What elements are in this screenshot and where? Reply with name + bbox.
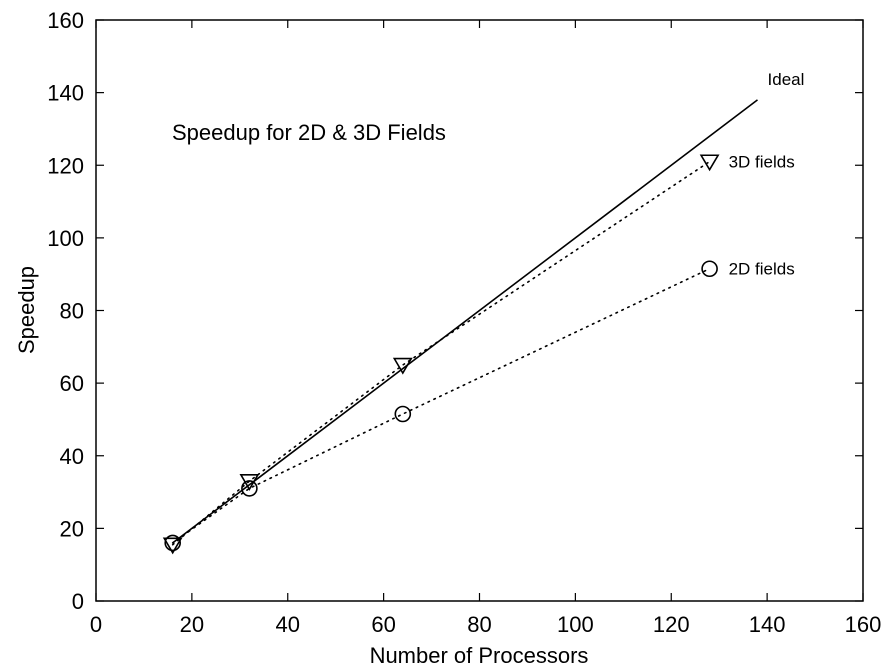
x-tick-label: 0 (90, 612, 102, 637)
point-2d-fields (701, 260, 718, 278)
y-axis-title: Speedup (14, 266, 39, 354)
series-label-3d-fields: 3D fields (729, 153, 795, 172)
axis-ticks (95, 19, 864, 602)
y-tick-label: 0 (72, 589, 84, 614)
x-tick-label: 20 (180, 612, 204, 637)
y-tick-label: 80 (60, 299, 84, 324)
marker-layer (162, 154, 720, 555)
y-tick-label: 40 (60, 444, 84, 469)
series-label-ideal: Ideal (768, 70, 805, 89)
y-tick-label: 20 (60, 516, 84, 541)
x-tick-label: 40 (276, 612, 300, 637)
x-tick-label: 60 (371, 612, 395, 637)
point-2d-fields (164, 534, 181, 552)
x-tick-label: 160 (845, 612, 882, 637)
x-axis-title: Number of Processors (370, 643, 589, 668)
series-line-3d-fields (171, 160, 711, 546)
x-tick-label: 100 (557, 612, 594, 637)
x-tick-labels: 0 20 40 60 80 100 120 140 160 (90, 612, 881, 637)
point-3d-fields (699, 154, 720, 172)
y-tick-label: 120 (47, 153, 84, 178)
y-tick-label: 60 (60, 371, 84, 396)
x-tick-label: 80 (467, 612, 491, 637)
series-line-2d-fields (171, 267, 711, 544)
series-layer (171, 99, 758, 546)
y-tick-label: 140 (47, 81, 84, 106)
series-labels: Ideal 3D fields 2D fields (729, 70, 805, 279)
point-2d-fields (394, 405, 412, 423)
series-label-2d-fields: 2D fields (729, 260, 795, 279)
series-line-ideal (172, 99, 758, 544)
y-tick-label: 100 (47, 226, 84, 251)
point-2d-fields (241, 480, 258, 497)
y-tick-labels: 0 20 40 60 80 100 120 140 160 (47, 8, 84, 614)
x-tick-label: 140 (749, 612, 786, 637)
y-tick-label: 160 (47, 8, 84, 33)
point-3d-fields (392, 357, 413, 375)
x-tick-label: 120 (653, 612, 690, 637)
point-3d-fields (162, 537, 183, 555)
chart-annotation: Speedup for 2D & 3D Fields (172, 120, 446, 145)
